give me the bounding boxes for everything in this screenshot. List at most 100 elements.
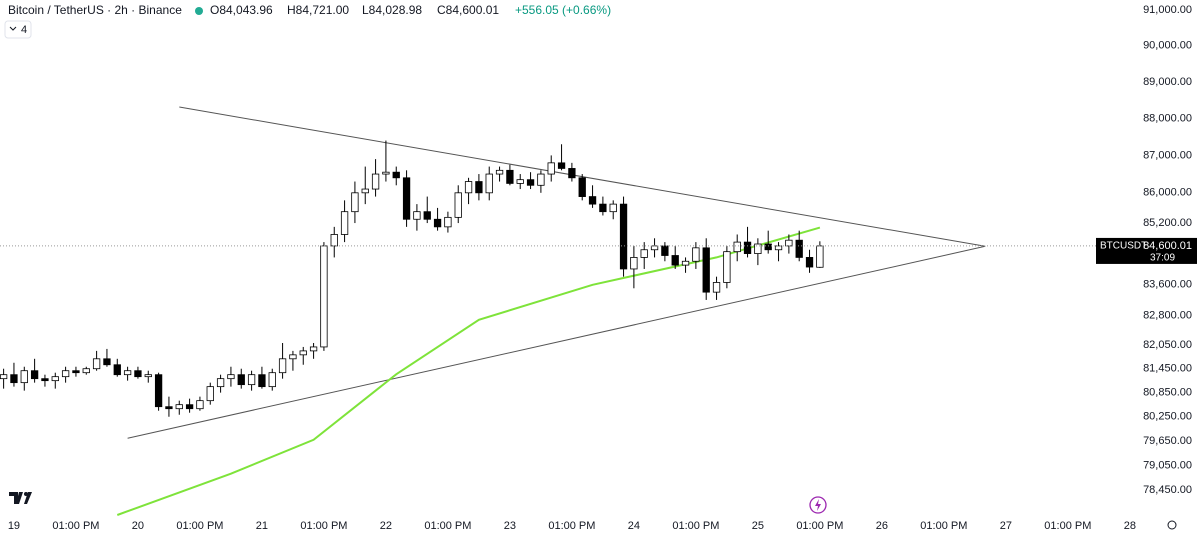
candle-body [671, 255, 679, 266]
x-tick-label: 27 [1000, 520, 1012, 532]
x-tick-label: 28 [1124, 520, 1136, 532]
candle-body [454, 192, 462, 218]
candle-body [299, 350, 307, 356]
candle-body [392, 171, 400, 179]
candle-body [537, 173, 545, 186]
candle-body [371, 173, 380, 190]
candle-body [568, 168, 576, 179]
x-tick-label: 01:00 PM [176, 520, 223, 532]
y-tick-label: 91,000.00 [1143, 4, 1192, 16]
candle-body [723, 251, 731, 283]
candle-body [444, 216, 452, 228]
candle-body [61, 370, 70, 378]
candle-body [640, 249, 648, 258]
lightning-icon [815, 499, 821, 511]
indicator-count: 4 [21, 24, 27, 36]
candle-body [619, 203, 628, 270]
candle-body [402, 177, 411, 220]
candle-body [247, 374, 256, 386]
candle-body [134, 370, 142, 378]
ohlc-close: C84,600.01 [437, 3, 499, 17]
candle-body [196, 400, 204, 410]
ohlc-low: L84,028.98 [362, 3, 422, 17]
candle-body [681, 260, 690, 266]
candle-body [382, 171, 390, 175]
y-tick-label: 82,050.00 [1143, 339, 1192, 351]
candle-body [123, 370, 132, 376]
candle-body [175, 404, 183, 410]
x-tick-label: 25 [752, 520, 764, 532]
moving-average [116, 226, 821, 516]
last-price-box [1096, 237, 1197, 264]
settings-icon[interactable] [1167, 520, 1177, 530]
x-tick-label: 01:00 PM [1044, 520, 1091, 532]
y-tick-label: 80,250.00 [1143, 411, 1192, 423]
candle-body [485, 173, 493, 194]
candle-body [165, 406, 173, 410]
y-tick-label: 88,000.00 [1143, 112, 1192, 124]
candle-body [774, 245, 783, 251]
symbol-title: Bitcoin / TetherUS · 2h · Binance [8, 3, 182, 17]
x-tick-label: 22 [380, 520, 392, 532]
countdown: 37:09 [1150, 253, 1175, 264]
candle-body [506, 169, 514, 184]
candle-body [185, 404, 194, 410]
candle-body [599, 203, 607, 213]
candle-body [630, 257, 638, 270]
candle-body [754, 243, 762, 254]
candle-body [278, 358, 287, 374]
candle-body [227, 374, 235, 380]
ohlc-change: +556.05 (+0.66%) [515, 3, 611, 17]
candle-body [764, 243, 772, 251]
candle-body [340, 211, 349, 235]
y-tick-label: 86,000.00 [1143, 187, 1192, 199]
candle-body [309, 346, 318, 352]
status-dot [195, 7, 203, 15]
y-tick-label: 78,450.00 [1143, 484, 1192, 496]
y-tick-label: 79,050.00 [1143, 459, 1192, 471]
candle-body [237, 374, 245, 386]
y-tick-label: 79,650.00 [1143, 435, 1192, 447]
y-tick-label: 80,850.00 [1143, 387, 1192, 399]
x-tick-label: 01:00 PM [548, 520, 595, 532]
candle-body [805, 257, 814, 268]
candle-body [216, 378, 225, 388]
candle-body [51, 376, 59, 382]
ohlc-high: H84,721.00 [287, 3, 349, 17]
candle-body [41, 378, 49, 382]
x-tick-label: 24 [628, 520, 640, 532]
x-tick-label: 01:00 PM [672, 520, 719, 532]
candle-body [516, 179, 524, 184]
x-tick-label: 01:00 PM [300, 520, 347, 532]
candle-body [816, 245, 824, 268]
candle-body [495, 169, 504, 175]
candle-body [361, 188, 369, 194]
candle-body [743, 241, 752, 254]
y-tick-label: 90,000.00 [1143, 40, 1192, 52]
candle-body [547, 162, 555, 175]
x-tick-label: 23 [504, 520, 516, 532]
x-tick-label: 26 [876, 520, 888, 532]
candle-body [650, 245, 659, 251]
x-tick-label: 01:00 PM [796, 520, 843, 532]
candle-body [712, 282, 721, 293]
candle-body [10, 374, 18, 384]
candle-body [526, 179, 535, 186]
candle-body [268, 372, 276, 388]
x-tick-label: 19 [8, 520, 20, 532]
candle-body [423, 211, 431, 220]
indicator-toggle[interactable] [4, 20, 32, 39]
x-tick-label: 20 [132, 520, 144, 532]
candle-body [433, 218, 442, 228]
trendline [127, 245, 986, 439]
candle-body [144, 374, 152, 378]
candle-body [113, 364, 121, 376]
candle-body [588, 196, 597, 205]
y-tick-label: 89,000.00 [1143, 76, 1192, 88]
y-tick-label: 82,800.00 [1143, 309, 1192, 321]
candle-body [785, 239, 793, 247]
last-price-label: 84,600.01 [1143, 240, 1192, 252]
candle-body [30, 370, 39, 380]
